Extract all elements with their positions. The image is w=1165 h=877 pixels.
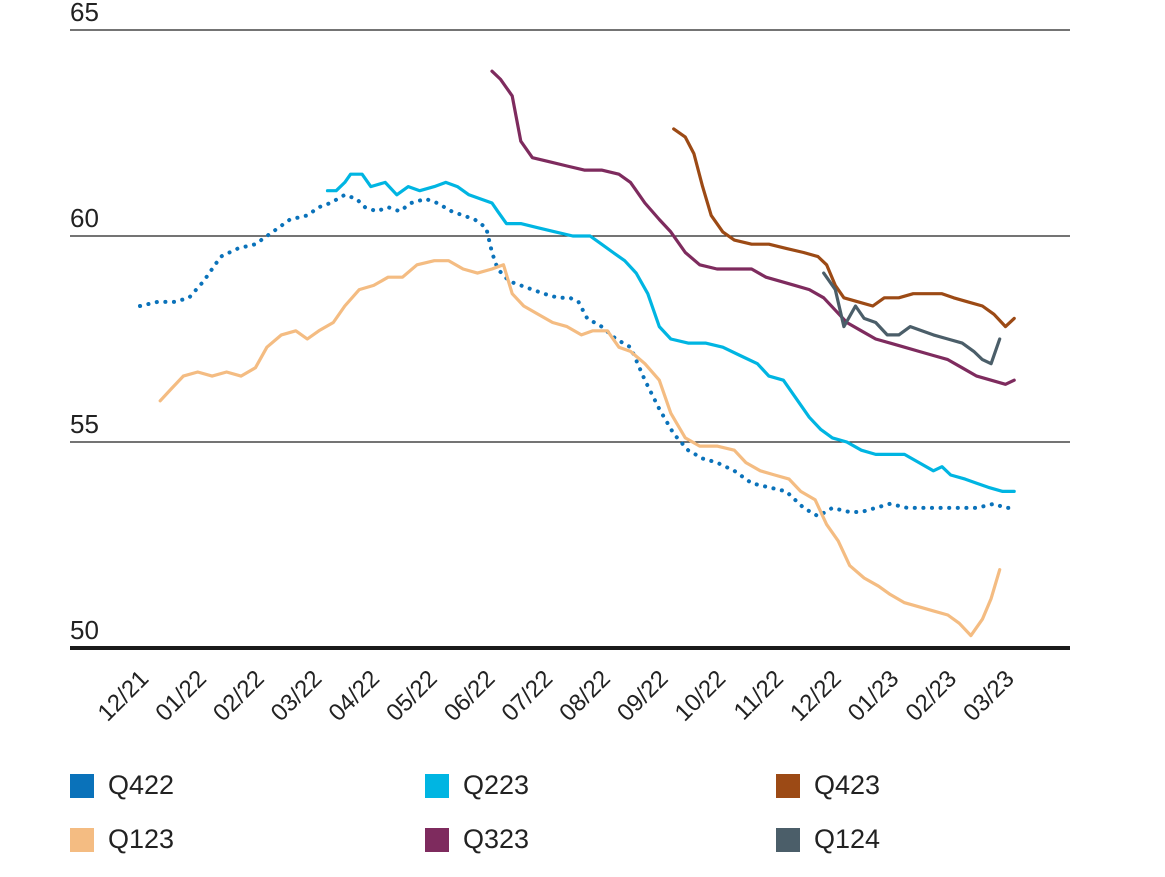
x-tick-label: 03/22	[266, 665, 328, 727]
x-tick-label: 10/22	[670, 665, 732, 727]
legend-swatch-q123	[70, 827, 94, 852]
legend-swatch-q423	[776, 773, 800, 798]
legend-item-q123: Q123	[70, 824, 174, 855]
legend-swatch-q124	[776, 827, 800, 852]
gridlines	[70, 29, 1070, 650]
legend-label-q223: Q223	[463, 770, 530, 800]
x-tick-label: 03/23	[958, 665, 1020, 727]
x-tick-label: 07/22	[497, 665, 559, 727]
y-tick-label: 65	[70, 0, 99, 27]
legend-label-q123: Q123	[108, 824, 175, 854]
series-line-q422	[138, 192, 1017, 519]
y-tick-label: 55	[70, 409, 99, 439]
x-tick-label: 01/22	[150, 665, 212, 727]
legend-item-q124: Q124	[776, 824, 880, 855]
legend-label-q124: Q124	[814, 824, 881, 854]
x-tick-label: 05/22	[381, 665, 443, 727]
legend-item-q323: Q323	[425, 824, 529, 855]
legend: Q422 Q223 Q423 Q123 Q323 Q124	[70, 770, 1070, 870]
legend-item-q423: Q423	[776, 770, 880, 801]
legend-label-q323: Q323	[463, 824, 530, 854]
y-tick-label: 50	[70, 615, 99, 645]
x-tick-label: 12/21	[93, 665, 155, 727]
x-tick-label: 09/22	[612, 665, 674, 727]
y-tick-label: 60	[70, 203, 99, 233]
x-tick-label: 11/22	[729, 665, 789, 725]
x-tick-label: 01/23	[843, 665, 905, 727]
legend-label-q422: Q422	[108, 770, 175, 800]
legend-label-q423: Q423	[814, 770, 881, 800]
series-line-q123	[158, 259, 1002, 638]
x-axis-ticks: 12/2101/2202/2203/2204/2205/2206/2207/22…	[93, 665, 1020, 727]
series-lines	[138, 69, 1017, 638]
series-line-q323	[490, 69, 1016, 386]
x-tick-label: 12/22	[785, 665, 847, 727]
legend-swatch-q223	[425, 773, 449, 798]
series-line-q124	[822, 271, 1002, 366]
legend-item-q223: Q223	[425, 770, 529, 801]
x-tick-label: 08/22	[554, 665, 616, 727]
legend-item-q422: Q422	[70, 770, 174, 801]
x-tick-label: 02/22	[208, 665, 270, 727]
x-tick-label: 06/22	[439, 665, 501, 727]
legend-swatch-q422	[70, 773, 94, 798]
y-axis-ticks: 65 60 55 50	[70, 0, 99, 645]
series-line-q423	[672, 127, 1016, 329]
x-tick-label: 04/22	[323, 665, 385, 727]
legend-swatch-q323	[425, 827, 449, 852]
x-tick-label: 02/23	[900, 665, 962, 727]
series-line-q223	[325, 172, 1016, 493]
